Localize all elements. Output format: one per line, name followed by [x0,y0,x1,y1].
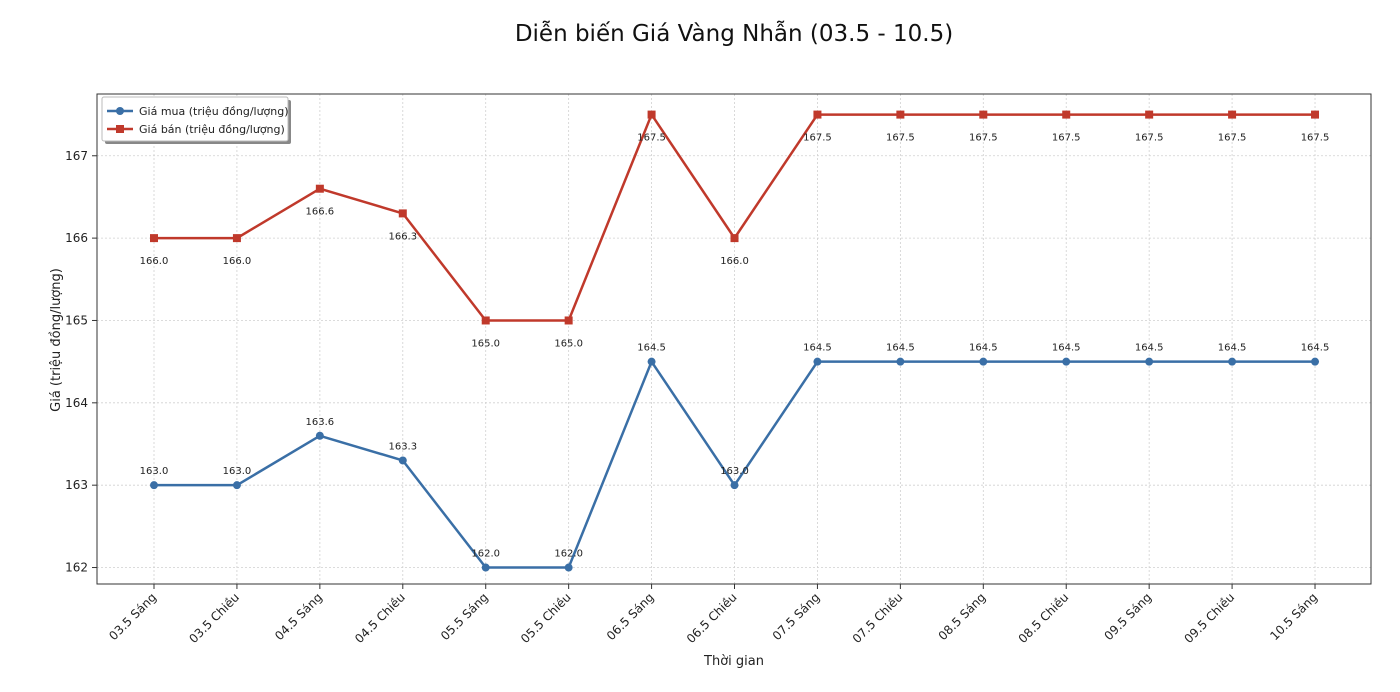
data-label: 164.5 [637,343,666,354]
x-tick-label: 03.5 Sáng [106,590,159,643]
data-point [1311,357,1320,366]
data-point [1062,110,1071,119]
series-group [150,110,1320,572]
data-label: 164.5 [1052,343,1081,354]
data-point [896,357,905,366]
legend-label-buy: Giá mua (triệu đồng/lượng) [139,105,289,118]
data-point [730,481,739,490]
data-point [1228,110,1237,119]
data-labels: 163.0 163.0 163.6 163.3 162.0 162.0 164.5 163.0… [140,133,1330,560]
y-tick-label: 166 [65,231,88,245]
series-line-0 [154,360,1316,569]
y-tick-label: 162 [65,561,88,575]
data-point [647,110,656,119]
data-label: 164.5 [1135,343,1164,354]
x-tick-label: 03.5 Chiều [186,590,242,646]
x-tick-label: 04.5 Chiều [352,590,408,646]
data-label: 165.0 [471,338,500,349]
data-label: 163.6 [306,417,335,428]
x-tick-label: 07.5 Sáng [770,590,823,643]
data-point [315,184,324,193]
data-label: 167.5 [1301,133,1330,144]
legend-box [101,96,289,142]
data-point [979,110,988,119]
data-label: 167.5 [803,133,832,144]
data-point [481,563,490,572]
data-label: 164.5 [803,343,832,354]
plot-area-frame [96,93,1372,585]
data-label: 166.6 [306,207,335,218]
data-point [481,316,490,325]
data-point [232,234,241,243]
x-tick-label: 04.5 Sáng [272,590,325,643]
data-label: 166.0 [140,256,169,267]
x-tick-label: 05.5 Sáng [438,590,491,643]
legend-marker-buy-icon [116,107,124,115]
data-label: 166.3 [388,231,417,242]
data-point [150,481,158,490]
data-label: 164.5 [969,343,998,354]
data-label: 167.5 [969,133,998,144]
y-axis-label: Giá (triệu đồng/lượng) [49,268,64,412]
data-label: 164.5 [1218,343,1247,354]
grid [97,94,1371,584]
data-label: 167.5 [886,133,915,144]
data-point [813,110,822,119]
y-tick-label: 165 [65,313,88,327]
data-point [730,234,739,243]
data-point [315,431,324,440]
data-label: 167.5 [1052,133,1081,144]
data-label: 165.0 [554,338,583,349]
chart-title: Diễn biến Giá Vàng Nhẫn (03.5 - 10.5) [515,19,953,47]
data-point [1228,357,1237,366]
y-tick-label: 163 [65,478,88,492]
data-point [979,357,988,366]
data-point [564,316,573,325]
x-axis-label: Thời gian [703,654,764,669]
data-point [813,357,822,366]
axis-ticks: 162 163 164 165 166 167 03.5 Sáng 03.5 Chiều 04.… [65,149,1320,646]
data-label: 166.0 [223,256,252,267]
x-tick-label: 08.5 Sáng [936,590,989,643]
data-label: 163.0 [720,466,749,477]
data-label: 164.5 [1301,343,1330,354]
x-tick-label: 09.5 Chiều [1181,590,1237,646]
data-point [564,563,573,572]
data-point [1311,110,1320,119]
data-point [647,357,656,366]
data-point [150,234,158,243]
data-label: 164.5 [886,343,915,354]
x-tick-label: 06.5 Chiều [684,590,740,646]
data-label: 167.5 [637,133,666,144]
x-tick-label: 08.5 Chiều [1016,590,1072,646]
data-point [1145,110,1154,119]
y-tick-label: 164 [65,396,88,410]
data-label: 167.5 [1135,133,1164,144]
y-tick-label: 167 [65,149,88,163]
data-point [398,456,407,465]
data-point [1145,357,1154,366]
x-tick-label: 09.5 Sáng [1101,590,1154,643]
legend-marker-sell-icon [116,125,124,133]
legend-label-sell: Giá bán (triệu đồng/lượng) [139,123,285,136]
x-tick-label: 06.5 Sáng [604,590,657,643]
data-label: 162.0 [554,549,583,560]
data-label: 167.5 [1218,133,1247,144]
data-point [1062,357,1071,366]
data-point [232,481,241,490]
legend: Giá mua (triệu đồng/lượng) Giá bán (triệ… [101,96,291,144]
data-point [896,110,905,119]
x-tick-label: 05.5 Chiều [518,590,574,646]
data-label: 166.0 [720,256,749,267]
data-label: 163.3 [388,441,417,452]
data-label: 162.0 [471,549,500,560]
x-tick-label: 07.5 Chiều [850,590,906,646]
data-label: 163.0 [223,466,252,477]
data-point [398,209,407,218]
x-tick-label: 10.5 Sáng [1267,590,1320,643]
data-label: 163.0 [140,466,169,477]
